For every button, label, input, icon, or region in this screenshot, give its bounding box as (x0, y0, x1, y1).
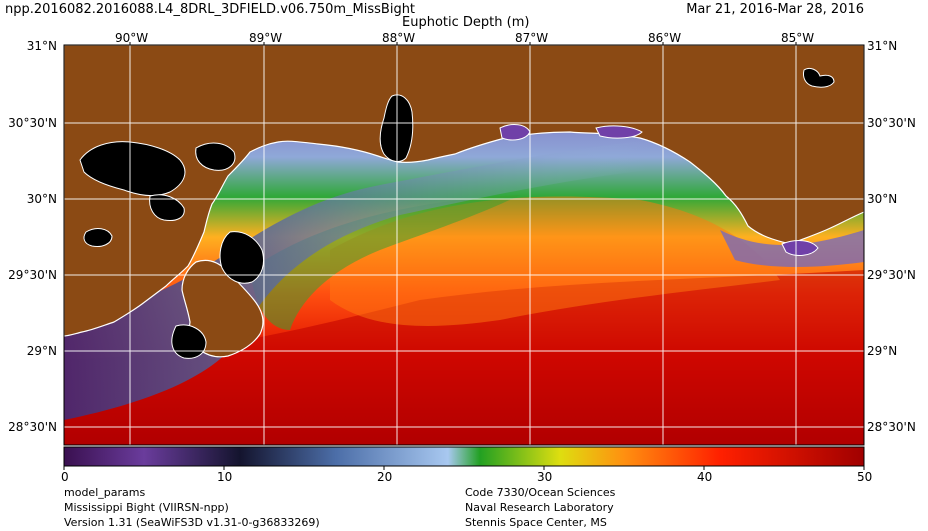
lon-label: 88°W (382, 31, 416, 45)
lat-label-right: 28°30'N (867, 420, 916, 434)
green-front (250, 195, 520, 330)
lake-maurepas (195, 142, 236, 171)
graticule (64, 45, 864, 445)
footer-right-line: Code 7330/Ocean Sciences (465, 486, 616, 499)
lat-label-right: 30°30'N (867, 116, 916, 130)
file-title: npp.2016082.2016088.L4_8DRL_3DFIELD.v06.… (5, 2, 416, 17)
lat-label-right: 30°N (867, 192, 898, 206)
colorbar-tick-label: 0 (61, 470, 69, 484)
lat-label-left: 30°N (26, 192, 57, 206)
lat-label-right: 29°N (867, 344, 898, 358)
lon-label: 90°W (115, 31, 149, 45)
colorbar-tick-label: 40 (697, 470, 713, 484)
lat-label-right: 29°30'N (867, 268, 916, 282)
lon-label: 89°W (249, 31, 283, 45)
lat-label-left: 29°N (26, 344, 57, 358)
warm-eddy (330, 196, 780, 326)
map-panel (64, 45, 864, 445)
choctawhatchee-bay (595, 125, 643, 139)
colorbar-tick-label: 30 (537, 470, 553, 484)
footer-left-line: Mississippi Bight (VIIRSN-npp) (64, 501, 229, 514)
product-title: Euphotic Depth (m) (402, 15, 530, 30)
lat-label-left: 28°30'N (8, 420, 57, 434)
colorbar-ticks (63, 466, 865, 470)
tick-marks (129, 42, 797, 45)
footer-left-line: model_params (64, 486, 146, 499)
date-range: Mar 21, 2016-Mar 28, 2016 (686, 2, 864, 17)
footer-right-line: Stennis Space Center, MS (465, 516, 607, 529)
inland-lake-fl (803, 67, 835, 88)
delta-marsh (171, 324, 207, 359)
apalachicola-bay (781, 240, 819, 256)
lat-label-right: 31°N (867, 39, 898, 53)
colorbar-tick-label: 50 (857, 470, 873, 484)
map-frame (63, 44, 865, 446)
barataria-bay (219, 231, 265, 284)
colorbar-tick-label: 10 (217, 470, 233, 484)
lon-label: 86°W (648, 31, 682, 45)
lat-label-left: 30°30'N (8, 116, 57, 130)
lon-label: 85°W (781, 31, 815, 45)
small-lake (83, 228, 113, 247)
lake-borgne (149, 194, 185, 221)
colorbar (63, 446, 865, 467)
footer-right-line: Naval Research Laboratory (465, 501, 614, 514)
lake-pontchartrain (79, 141, 186, 197)
colorbar-tick-label: 20 (377, 470, 393, 484)
footer-left-line: Version 1.31 (SeaWiFS3D v1.31-0-g3683326… (64, 516, 320, 529)
lon-label: 87°W (515, 31, 549, 45)
lat-label-left: 29°30'N (8, 268, 57, 282)
lat-label-left: 31°N (26, 39, 57, 53)
